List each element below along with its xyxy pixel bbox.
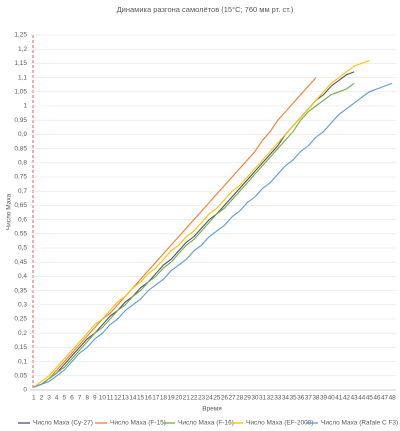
x-tick-label: 12 xyxy=(114,395,122,402)
x-tick-label: 2 xyxy=(40,395,44,402)
y-tick-label: 0,35 xyxy=(14,287,27,294)
legend-label: Число Маха (Су-27) xyxy=(33,420,93,427)
x-tick-label: 7 xyxy=(78,395,82,402)
x-tick-label: 32 xyxy=(267,395,275,402)
x-tick-label: 33 xyxy=(274,395,282,402)
legend-label: Число Маха (Rafale C F3) xyxy=(321,420,398,427)
y-tick-label: 0,15 xyxy=(14,344,27,351)
x-tick-label: 44 xyxy=(358,395,366,402)
y-tick-label: 0 xyxy=(23,387,27,394)
series-line xyxy=(33,82,393,388)
x-tick-label: 24 xyxy=(206,395,214,402)
x-tick-label: 47 xyxy=(381,395,389,402)
x-tick-label: 23 xyxy=(198,395,206,402)
y-tick-label: 1 xyxy=(23,103,27,110)
x-tick-label: 48 xyxy=(389,395,397,402)
x-tick-label: 5 xyxy=(63,395,67,402)
y-tick-label: 1,2 xyxy=(18,46,27,53)
y-tick-label: 0,85 xyxy=(14,145,27,152)
x-tick-label: 4 xyxy=(55,395,59,402)
legend-label: Число Маха (F-15) xyxy=(110,420,166,427)
y-tick-label: 0,05 xyxy=(14,373,27,380)
x-tick-label: 9 xyxy=(93,395,97,402)
x-tick-label: 36 xyxy=(297,395,305,402)
legend-label: Число Маха (F-16) xyxy=(178,420,234,427)
y-tick-label: 1,15 xyxy=(14,60,27,67)
y-tick-label: 0,25 xyxy=(14,316,27,323)
x-tick-label: 1 xyxy=(32,395,36,402)
x-tick-label: 42 xyxy=(343,395,351,402)
x-tick-label: 13 xyxy=(122,395,130,402)
chart-title: Динамика разгона самолётов (15°С; 760 мм… xyxy=(117,5,294,14)
x-tick-label: 40 xyxy=(328,395,336,402)
series-line xyxy=(33,82,355,388)
y-tick-label: 0,7 xyxy=(18,188,27,195)
y-tick-label: 0,65 xyxy=(14,202,27,209)
x-tick-label: 25 xyxy=(213,395,221,402)
x-tick-label: 39 xyxy=(320,395,328,402)
legend-label: Число Маха (EF-2000) xyxy=(246,420,313,427)
x-tick-label: 11 xyxy=(107,395,114,402)
x-axis-label: Время xyxy=(202,406,222,413)
y-tick-label: 1,25 xyxy=(14,32,27,39)
x-tick-label: 20 xyxy=(175,395,183,402)
x-tick-label: 3 xyxy=(47,395,51,402)
x-tick-label: 37 xyxy=(305,395,313,402)
y-tick-label: 1,05 xyxy=(14,89,27,96)
x-tick-label: 17 xyxy=(152,395,160,402)
y-tick-label: 0,5 xyxy=(18,245,27,252)
x-tick-label: 26 xyxy=(221,395,229,402)
x-tick-label: 6 xyxy=(70,395,74,402)
y-tick-label: 0,2 xyxy=(18,330,27,337)
y-tick-label: 0,3 xyxy=(18,302,27,309)
x-tick-label: 30 xyxy=(251,395,259,402)
x-tick-label: 45 xyxy=(366,395,374,402)
y-tick-label: 0,55 xyxy=(14,231,27,238)
y-tick-label: 0,4 xyxy=(18,273,27,280)
y-tick-label: 0,6 xyxy=(18,216,27,223)
x-tick-label: 31 xyxy=(259,395,267,402)
series-line xyxy=(33,77,317,388)
x-tick-label: 14 xyxy=(129,395,137,402)
x-tick-label: 19 xyxy=(167,395,175,402)
x-tick-label: 8 xyxy=(85,395,89,402)
x-tick-label: 10 xyxy=(99,395,107,402)
y-tick-label: 0,8 xyxy=(18,160,27,167)
y-tick-label: 0,9 xyxy=(18,131,27,138)
x-tick-label: 46 xyxy=(373,395,381,402)
x-tick-label: 15 xyxy=(137,395,145,402)
series-line xyxy=(33,60,370,388)
y-tick-label: 0,95 xyxy=(14,117,27,124)
x-tick-label: 38 xyxy=(312,395,320,402)
y-tick-label: 0,75 xyxy=(14,174,27,181)
x-tick-label: 16 xyxy=(145,395,153,402)
y-tick-label: 1,1 xyxy=(18,74,27,81)
x-tick-label: 29 xyxy=(244,395,252,402)
x-tick-label: 43 xyxy=(350,395,358,402)
x-tick-label: 34 xyxy=(282,395,290,402)
x-tick-label: 27 xyxy=(228,395,236,402)
x-tick-label: 35 xyxy=(289,395,297,402)
x-tick-label: 41 xyxy=(335,395,343,402)
y-tick-label: 0,1 xyxy=(18,358,27,365)
x-tick-label: 28 xyxy=(236,395,244,402)
x-tick-label: 22 xyxy=(190,395,198,402)
x-tick-label: 21 xyxy=(183,395,191,402)
y-tick-label: 0,45 xyxy=(14,259,27,266)
y-axis-label: Число Маха xyxy=(6,193,13,230)
x-tick-label: 18 xyxy=(160,395,168,402)
